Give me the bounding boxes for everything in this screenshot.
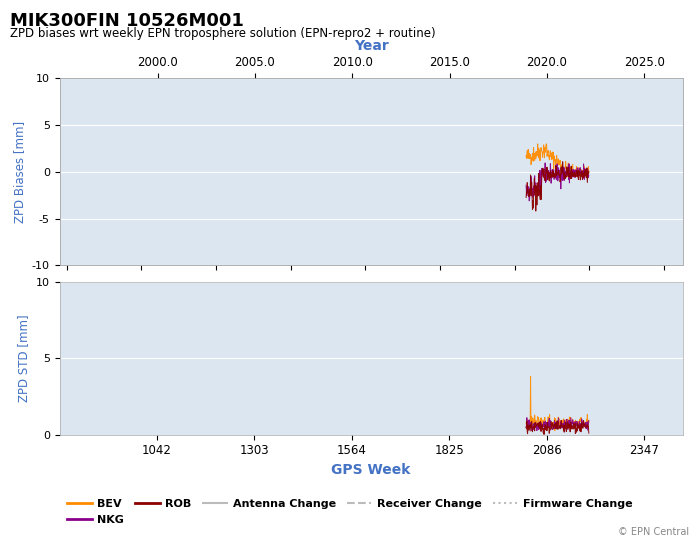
Y-axis label: ZPD Biases [mm]: ZPD Biases [mm] [13, 121, 26, 223]
Text: © EPN Central: © EPN Central [618, 527, 690, 537]
X-axis label: Year: Year [354, 39, 388, 53]
X-axis label: GPS Week: GPS Week [331, 463, 411, 477]
Y-axis label: ZPD STD [mm]: ZPD STD [mm] [18, 314, 30, 402]
Text: ZPD biases wrt weekly EPN troposphere solution (EPN-repro2 + routine): ZPD biases wrt weekly EPN troposphere so… [10, 27, 436, 40]
Legend: BEV, NKG, ROB, Antenna Change, Receiver Change, Firmware Change: BEV, NKG, ROB, Antenna Change, Receiver … [63, 495, 637, 529]
Text: MIK300FIN 10526M001: MIK300FIN 10526M001 [10, 12, 244, 30]
